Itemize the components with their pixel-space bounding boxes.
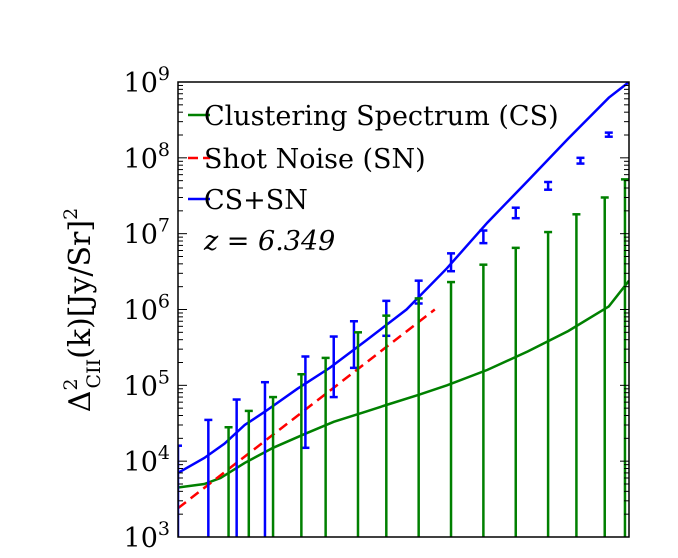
errorbar bbox=[204, 418, 213, 537]
errorbar bbox=[572, 213, 581, 537]
y-tick-label: 108 bbox=[124, 139, 170, 175]
errorbar bbox=[600, 196, 609, 537]
legend-label-sn: Shot Noise (SN) bbox=[204, 144, 426, 175]
errorbar bbox=[511, 246, 520, 537]
errorbar bbox=[224, 426, 233, 537]
legend: Clustering Spectrum (CS) Shot Noise (SN)… bbox=[188, 101, 559, 257]
errorbar bbox=[301, 355, 310, 450]
y-axis-label: Δ2CII(k)[Jy/Sr]2 bbox=[60, 208, 105, 412]
y-tick-label: 106 bbox=[124, 291, 170, 327]
errorbar bbox=[604, 131, 613, 138]
y-tick-label: 105 bbox=[124, 366, 170, 402]
y-axis-label-sub: CII bbox=[83, 359, 105, 389]
errorbar bbox=[329, 335, 338, 399]
errorbar-layer bbox=[178, 108, 637, 537]
errorbar bbox=[269, 395, 278, 537]
errorbar bbox=[511, 206, 520, 220]
errorbar bbox=[353, 331, 362, 537]
errorbar bbox=[297, 373, 306, 537]
y-tick-label: 104 bbox=[124, 442, 170, 478]
errorbar bbox=[349, 319, 358, 370]
errorbar bbox=[414, 297, 423, 537]
errorbar bbox=[576, 156, 585, 165]
errorbar bbox=[244, 409, 253, 537]
errorbar bbox=[544, 230, 553, 537]
errorbar bbox=[447, 280, 456, 537]
y-tick-labels: 103 104 105 106 107 108 109 bbox=[124, 63, 170, 554]
errorbar bbox=[382, 314, 391, 537]
y-axis-label-sup: 2 bbox=[60, 378, 82, 390]
errorbar bbox=[321, 356, 330, 537]
errorbar bbox=[479, 263, 488, 537]
legend-label-cs-sn: CS+SN bbox=[204, 185, 308, 216]
y-tick-label: 107 bbox=[124, 215, 170, 251]
redshift-annotation: z = 6.349 bbox=[203, 226, 335, 257]
y-tick-label: 109 bbox=[124, 63, 170, 99]
errorbar bbox=[178, 444, 182, 537]
errorbar bbox=[629, 108, 637, 111]
errorbar bbox=[620, 178, 629, 537]
legend-label-cs: Clustering Spectrum (CS) bbox=[204, 101, 559, 132]
series-line-cs_sn bbox=[178, 82, 629, 474]
tick-layer bbox=[178, 81, 629, 538]
errorbar bbox=[232, 398, 241, 537]
y-axis-label-rest: (k)[Jy/Sr] bbox=[63, 220, 98, 359]
errorbar bbox=[544, 180, 553, 191]
errorbar bbox=[447, 252, 456, 273]
y-axis-label-rest-sup: 2 bbox=[60, 208, 82, 220]
errorbar bbox=[479, 229, 488, 245]
y-tick-label: 103 bbox=[124, 518, 170, 554]
errorbar bbox=[260, 380, 269, 537]
